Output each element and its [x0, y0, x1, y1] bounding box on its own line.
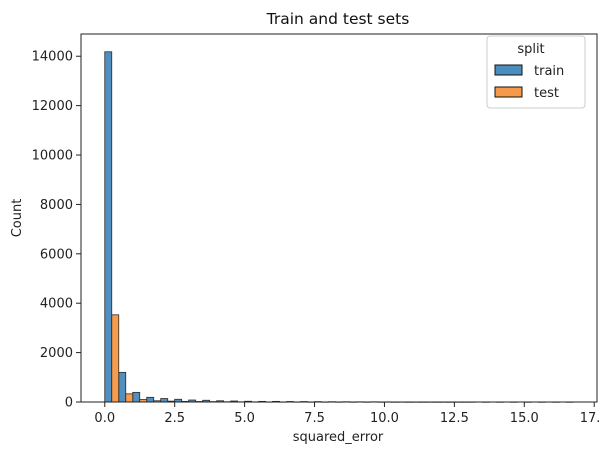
x-tick-label: 5.0 [234, 411, 255, 426]
legend-title: split [517, 42, 544, 57]
bar-test-bin-1 [125, 393, 134, 403]
bar-test-bin-0 [111, 314, 120, 403]
y-axis-title: Count [10, 199, 25, 238]
x-tick-label: 2.5 [164, 411, 185, 426]
bar-train-bin-0 [104, 51, 113, 403]
x-tick-label: 17.5 [580, 411, 600, 426]
plot-frame [80, 33, 598, 403]
x-tick-label: 15.0 [510, 411, 539, 426]
x-tick-label: 0.0 [94, 411, 115, 426]
y-tick-label: 10000 [32, 149, 73, 164]
y-ticks: 0 2000 4000 6000 8000 10000 12000 14000 [32, 50, 81, 411]
y-tick-label: 6000 [40, 247, 73, 262]
y-tick-label: 12000 [32, 99, 73, 114]
legend-label-train: train [534, 64, 564, 79]
y-tick-label: 14000 [32, 50, 73, 65]
bar-train-bin-1 [118, 371, 127, 403]
bar-train-bin-3 [146, 396, 155, 403]
y-tick-label: 8000 [40, 198, 73, 213]
legend-swatch-train [494, 64, 523, 76]
y-tick-label: 0 [65, 396, 73, 411]
x-tick-label: 12.5 [440, 411, 469, 426]
x-axis-title: squared_error [293, 430, 384, 445]
x-tick-label: 10.0 [370, 411, 399, 426]
x-ticks: 0.0 2.5 5.0 7.5 10.0 12.5 15.0 17.5 [94, 402, 600, 426]
y-tick-label: 4000 [40, 297, 73, 312]
legend-label-test: test [534, 86, 559, 101]
legend: split train test [486, 35, 586, 109]
legend-swatch-test [494, 86, 523, 98]
bar-train-bin-2 [132, 391, 141, 403]
bar-train-bin-4 [160, 398, 169, 403]
axes-layer [80, 33, 598, 403]
y-tick-label: 2000 [40, 346, 73, 361]
x-tick-label: 7.5 [304, 411, 325, 426]
chart-title: Train and test sets [266, 10, 410, 28]
